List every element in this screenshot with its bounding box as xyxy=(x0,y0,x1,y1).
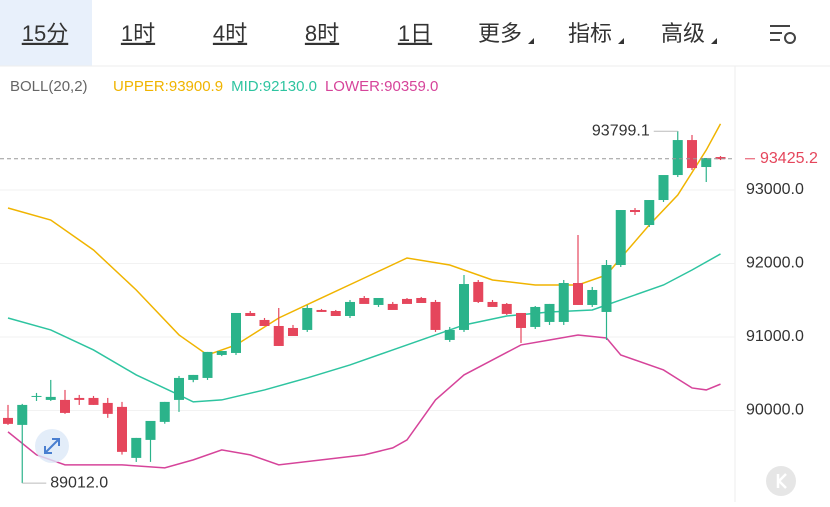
candle-body xyxy=(17,404,28,425)
candle-body xyxy=(45,396,56,400)
candle-body xyxy=(316,309,327,312)
tab[interactable]: 高级 xyxy=(661,21,705,46)
tab[interactable]: 1时 xyxy=(121,21,155,46)
candle-body xyxy=(473,281,484,302)
candle-body xyxy=(88,397,99,405)
kline-button[interactable] xyxy=(766,466,796,496)
candle-body xyxy=(615,210,626,265)
legend-entry: UPPER:93900.9 xyxy=(113,78,223,95)
candle-body xyxy=(102,402,113,414)
candle-body xyxy=(117,406,127,452)
y-tick-label: 92000.0 xyxy=(746,255,804,272)
candle-body xyxy=(188,374,199,380)
y-tick-label: 90000.0 xyxy=(746,402,804,419)
high-marker-label: 93799.1 xyxy=(592,123,650,140)
candle-body xyxy=(416,297,427,303)
candle-body xyxy=(231,312,241,353)
band-line xyxy=(7,123,722,356)
candle-body xyxy=(558,282,569,322)
candle-body xyxy=(630,210,640,213)
candle-body xyxy=(345,301,355,316)
candle-body xyxy=(159,401,170,422)
tab[interactable]: 4时 xyxy=(213,21,247,46)
candle-body xyxy=(74,397,85,400)
candle-body xyxy=(687,140,697,169)
settings-icon[interactable] xyxy=(770,25,796,44)
candle-body xyxy=(330,310,341,316)
candle-body xyxy=(60,399,70,413)
candle-body xyxy=(459,284,469,330)
candle-body xyxy=(672,140,683,176)
dropdown-arrow xyxy=(711,38,717,44)
candle-body xyxy=(544,303,555,322)
tab[interactable]: 指标 xyxy=(568,21,612,46)
candle-body xyxy=(273,325,284,346)
candle-body xyxy=(387,303,398,310)
candle-body xyxy=(587,289,598,305)
candle-body xyxy=(174,377,184,400)
candle-body xyxy=(31,395,42,397)
low-marker-label: 89012.0 xyxy=(50,474,108,491)
candle-body xyxy=(373,297,384,305)
candle-body xyxy=(573,282,583,305)
y-tick-label: 93000.0 xyxy=(746,181,804,198)
candle-body xyxy=(145,420,156,440)
candle-body xyxy=(131,437,142,458)
tab[interactable]: 更多 xyxy=(478,21,522,46)
candle-body xyxy=(3,417,13,424)
dropdown-arrow xyxy=(618,38,624,44)
candle-body xyxy=(430,301,441,330)
y-tick-label: 91000.0 xyxy=(746,328,804,345)
candle-body xyxy=(701,157,712,168)
candle-body xyxy=(530,306,541,327)
candle-body xyxy=(444,329,455,340)
candle-body xyxy=(516,312,526,328)
expand-button[interactable] xyxy=(35,429,69,463)
candle-body xyxy=(402,298,412,304)
selected-tab-bg xyxy=(0,0,92,66)
tab[interactable]: 15分 xyxy=(22,21,68,46)
candle-body xyxy=(216,350,227,355)
candle-body xyxy=(501,303,512,314)
candle-body xyxy=(302,307,313,330)
band-line xyxy=(7,334,721,469)
candle-body xyxy=(359,297,370,304)
band-line xyxy=(7,253,721,403)
candle-body xyxy=(487,301,498,307)
last-price-label: 93425.2 xyxy=(760,150,818,167)
tab[interactable]: 1日 xyxy=(398,21,432,46)
candle-body xyxy=(658,175,669,201)
dropdown-arrow xyxy=(528,38,534,44)
indicator-name: BOLL(20,2) xyxy=(10,78,88,95)
candle-body xyxy=(715,157,726,160)
legend-entry: MID:92130.0 xyxy=(231,78,317,95)
candle-body xyxy=(288,327,298,336)
candle-body xyxy=(644,200,655,226)
legend-entry: LOWER:90359.0 xyxy=(325,78,438,95)
candle-body xyxy=(259,319,270,326)
tab[interactable]: 8时 xyxy=(305,21,339,46)
candle-body xyxy=(601,264,612,312)
candle-body xyxy=(245,312,256,316)
candle-body xyxy=(202,351,213,378)
